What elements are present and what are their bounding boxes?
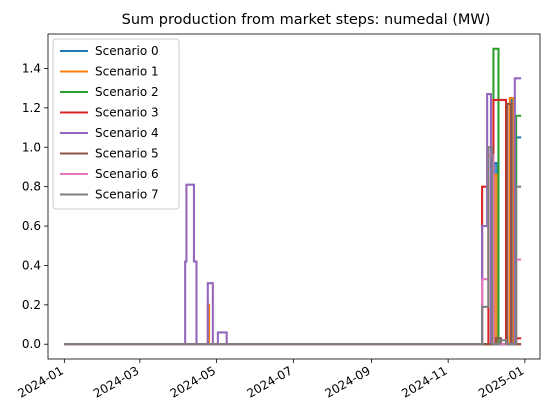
- y-tick-label: 1.2: [22, 101, 41, 115]
- y-axis: 0.0 0.2 0.4 0.6 0.8 1.0 1.2 1.4: [22, 61, 48, 351]
- legend-label-6: Scenario 6: [95, 167, 159, 181]
- axes-frame: [47, 33, 541, 360]
- legend-label-2: Scenario 2: [95, 85, 159, 99]
- legend-label-0: Scenario 0: [95, 44, 159, 58]
- chart-title: Sum production from market steps: numeda…: [122, 12, 491, 28]
- y-tick-label: 0.0: [22, 337, 41, 351]
- y-tick-label: 0.2: [22, 298, 41, 312]
- legend: Scenario 0 Scenario 1 Scenario 2 Scenario 3…: [52, 38, 180, 210]
- legend-box: [52, 38, 180, 210]
- legend-label-5: Scenario 5: [95, 147, 159, 161]
- legend-label-3: Scenario 3: [95, 106, 159, 120]
- legend-label-4: Scenario 4: [95, 126, 159, 140]
- y-tick-label: 1.4: [22, 61, 41, 75]
- legend-label-7: Scenario 7: [95, 188, 159, 202]
- legend-label-1: Scenario 1: [95, 65, 159, 79]
- y-tick-label: 0.8: [22, 180, 41, 194]
- y-tick-label: 0.6: [22, 219, 41, 233]
- series-line-7: [64, 146, 522, 346]
- y-tick-label: 0.4: [22, 258, 41, 272]
- series-layer: [64, 47, 522, 346]
- y-tick-label: 1.0: [22, 140, 41, 154]
